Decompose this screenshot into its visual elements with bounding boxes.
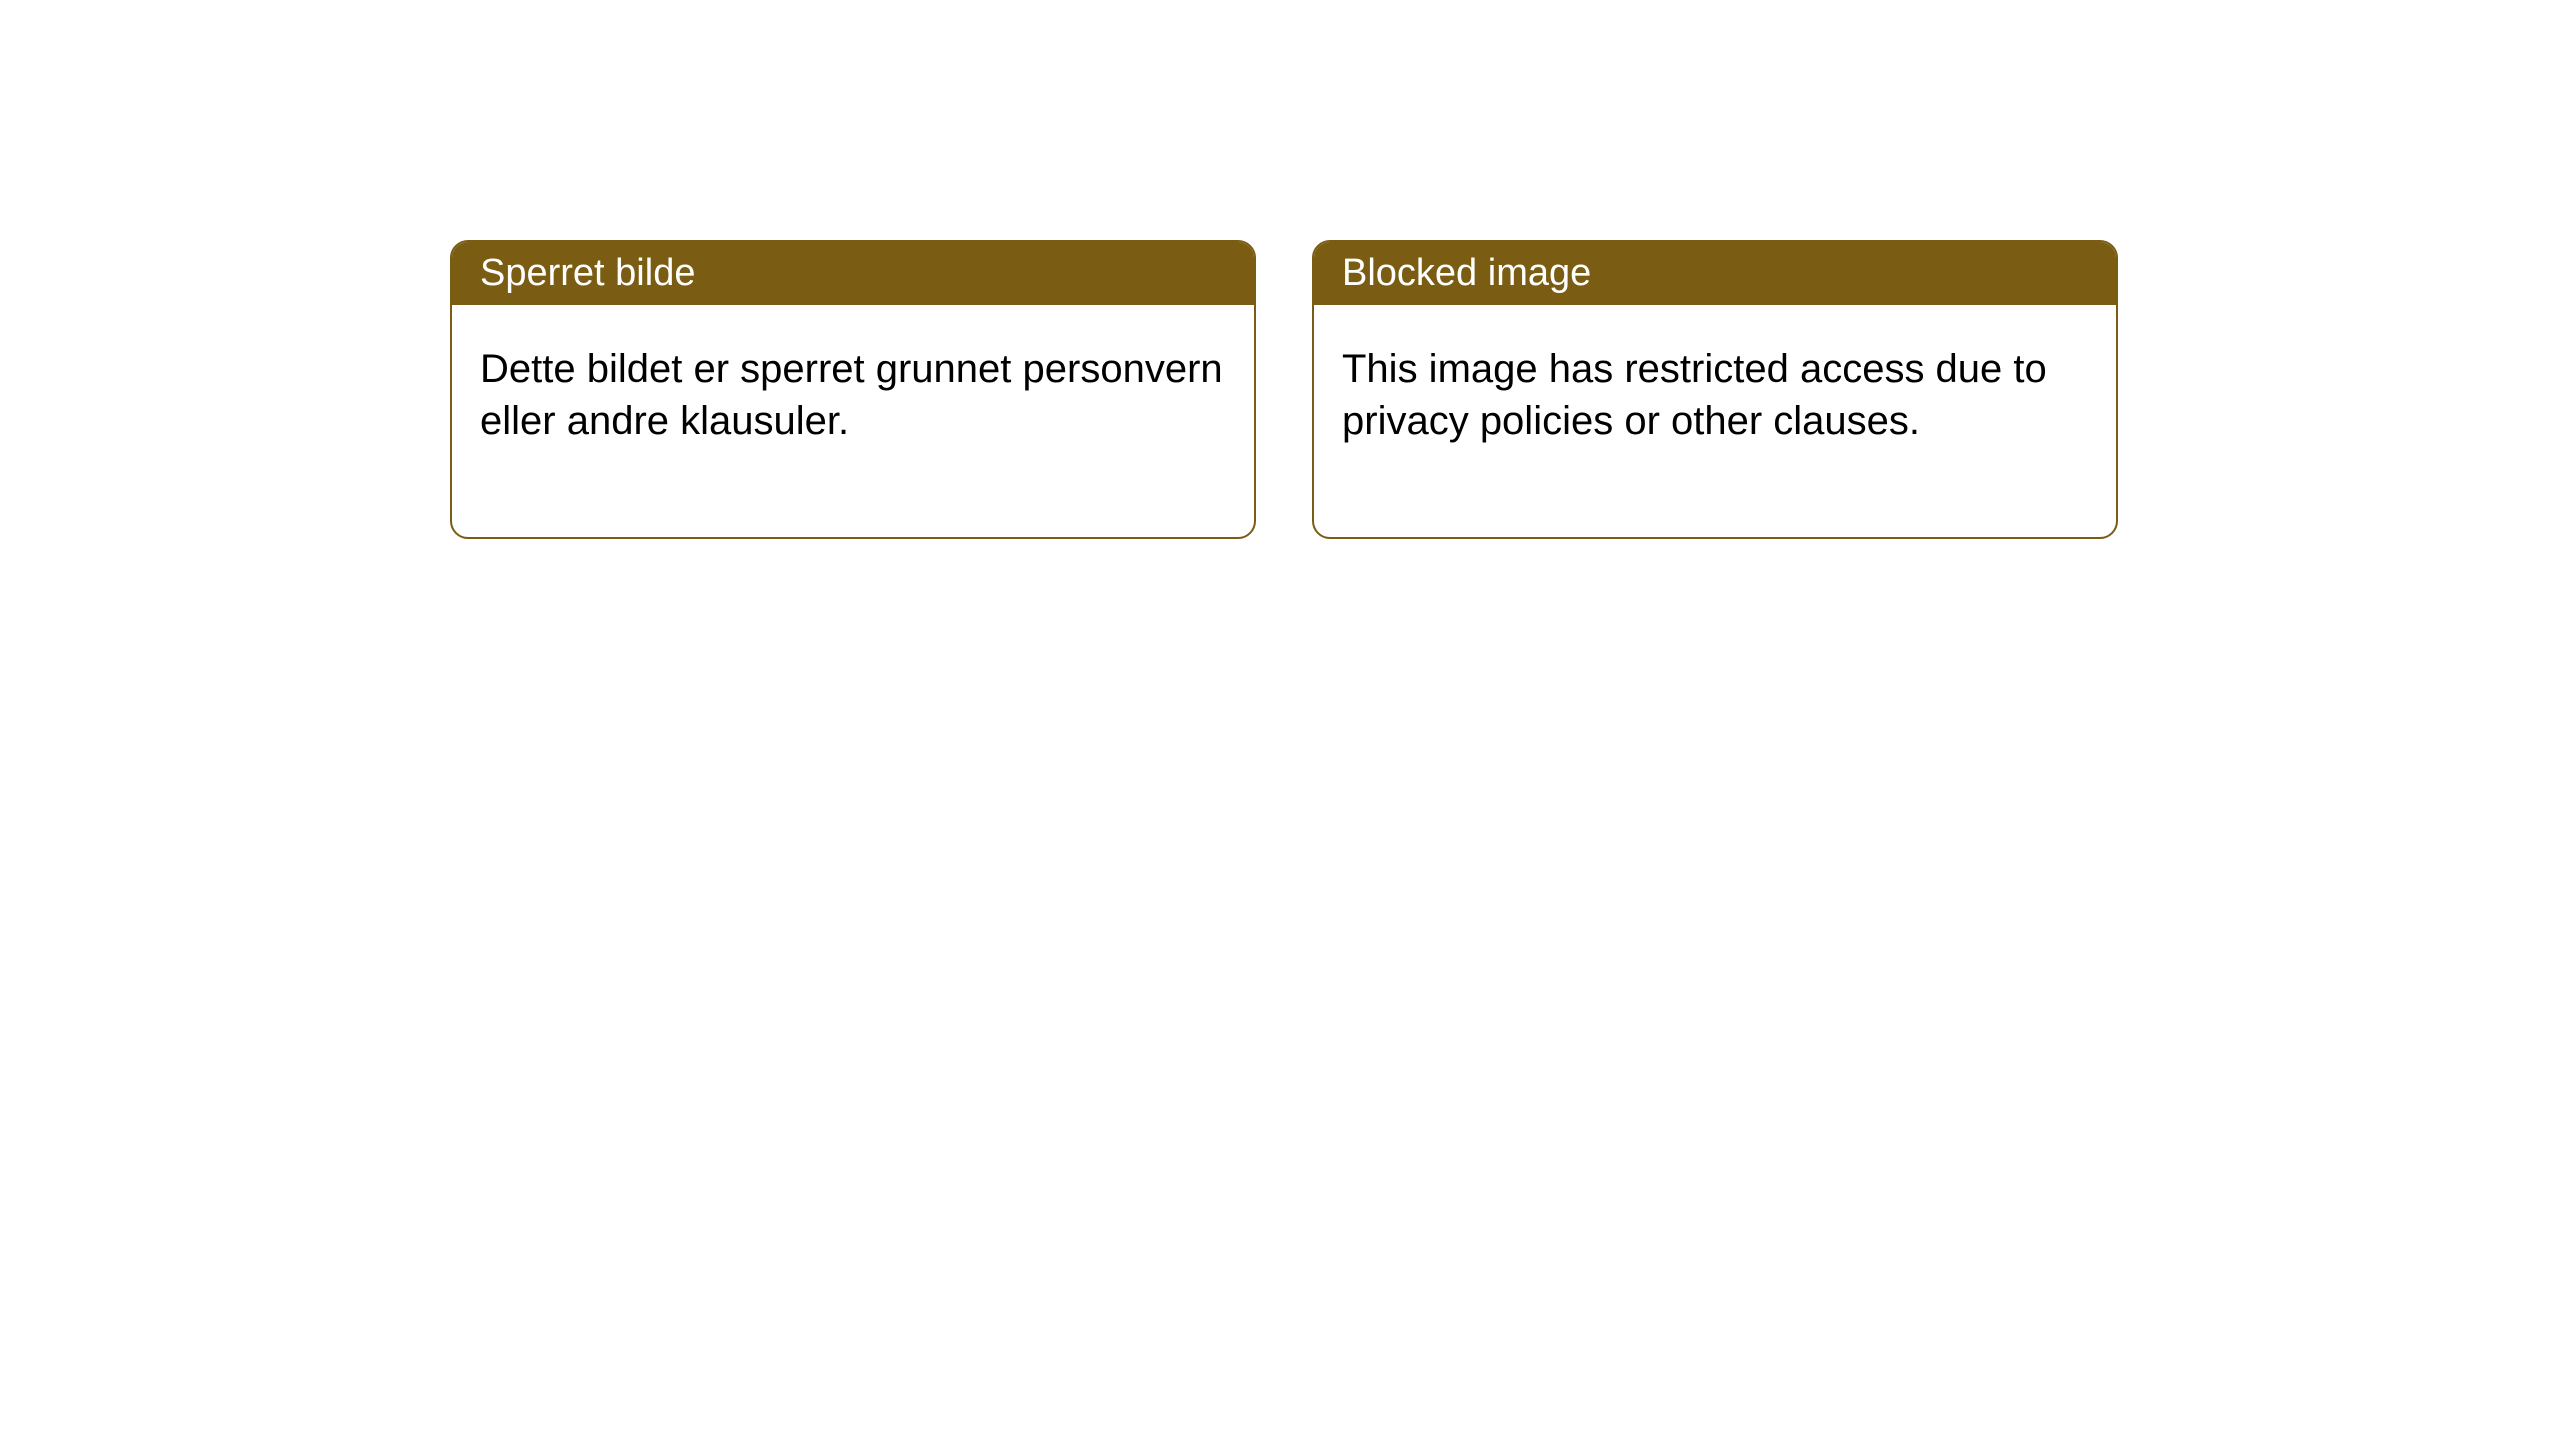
notice-container: Sperret bilde Dette bildet er sperret gr… (0, 0, 2560, 539)
notice-body-norwegian: Dette bildet er sperret grunnet personve… (452, 305, 1254, 537)
notice-card-norwegian: Sperret bilde Dette bildet er sperret gr… (450, 240, 1256, 539)
notice-header-english: Blocked image (1314, 242, 2116, 305)
notice-body-english: This image has restricted access due to … (1314, 305, 2116, 537)
notice-card-english: Blocked image This image has restricted … (1312, 240, 2118, 539)
notice-header-norwegian: Sperret bilde (452, 242, 1254, 305)
